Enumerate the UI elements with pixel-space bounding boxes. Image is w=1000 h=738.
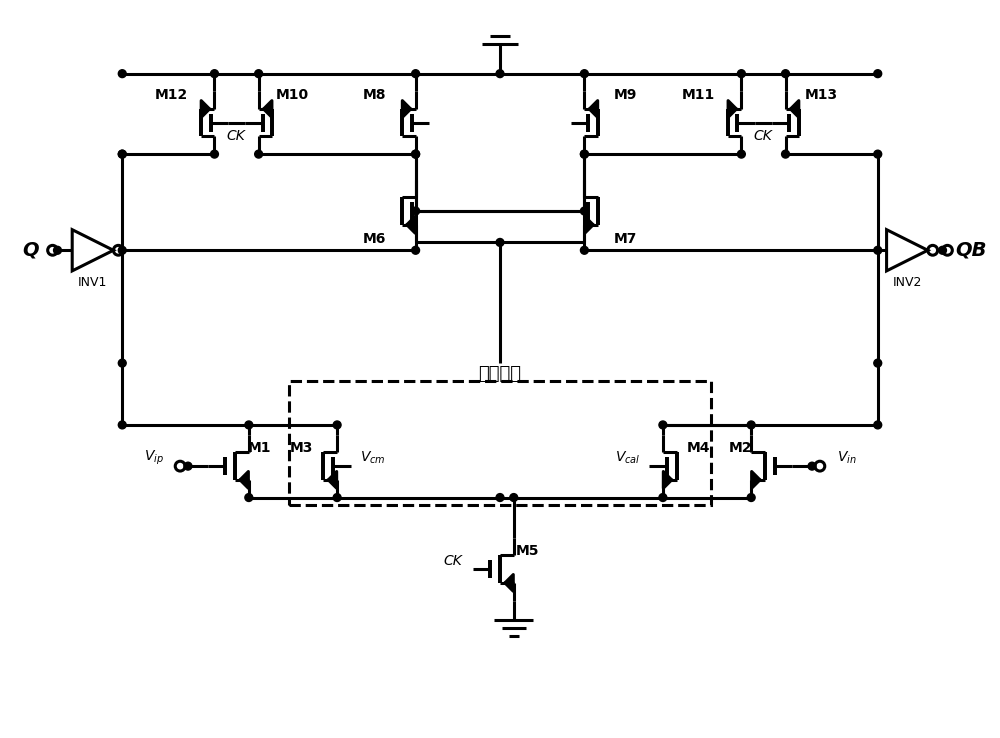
Circle shape [580,246,588,254]
Circle shape [412,207,420,215]
Circle shape [245,494,253,501]
Circle shape [580,151,588,158]
Text: INV1: INV1 [78,276,107,289]
Circle shape [118,69,126,77]
Text: CK: CK [227,129,245,143]
Circle shape [808,462,816,470]
Circle shape [737,69,745,77]
Text: CK: CK [443,554,462,568]
Text: M10: M10 [275,89,309,103]
Circle shape [412,69,420,77]
Circle shape [118,421,126,429]
Circle shape [737,151,745,158]
Circle shape [118,246,126,254]
Circle shape [874,69,882,77]
Circle shape [211,69,218,77]
Text: M8: M8 [363,89,386,103]
Circle shape [496,238,504,246]
Text: Q: Q [23,241,39,260]
Circle shape [412,151,420,158]
Circle shape [874,151,882,158]
Circle shape [782,69,789,77]
Circle shape [118,359,126,367]
Circle shape [245,421,253,429]
Circle shape [496,69,504,77]
Circle shape [54,246,61,254]
Circle shape [580,207,588,215]
Circle shape [580,69,588,77]
Circle shape [496,494,504,501]
Circle shape [747,421,755,429]
Text: M13: M13 [804,89,837,103]
Circle shape [874,359,882,367]
Text: M4: M4 [686,441,710,455]
Circle shape [255,151,263,158]
Circle shape [580,151,588,158]
Text: QB: QB [955,241,987,260]
Text: $V_{cal}$: $V_{cal}$ [615,450,640,466]
Circle shape [747,494,755,501]
Circle shape [333,494,341,501]
Text: M6: M6 [363,232,386,246]
Circle shape [211,151,218,158]
Circle shape [118,151,126,158]
Circle shape [184,462,192,470]
Text: M1: M1 [248,441,271,455]
Circle shape [782,151,789,158]
Text: M5: M5 [516,545,539,559]
Circle shape [333,421,341,429]
Text: $V_{in}$: $V_{in}$ [837,450,856,466]
Text: $V_{cm}$: $V_{cm}$ [360,450,385,466]
Text: INV2: INV2 [893,276,922,289]
Circle shape [255,69,263,77]
Text: CK: CK [754,129,772,143]
Text: M7: M7 [614,232,637,246]
Text: M3: M3 [290,441,313,455]
Text: M11: M11 [682,89,715,103]
Circle shape [874,246,882,254]
Circle shape [510,494,518,501]
Bar [289,381,711,506]
Circle shape [118,151,126,158]
Circle shape [659,494,667,501]
Circle shape [874,421,882,429]
Circle shape [939,246,946,254]
Circle shape [412,151,420,158]
Text: M9: M9 [614,89,637,103]
Text: M12: M12 [155,89,188,103]
Text: $V_{ip}$: $V_{ip}$ [144,449,164,467]
Text: 校准对管: 校准对管 [478,365,522,383]
Text: M2: M2 [729,441,752,455]
Circle shape [412,246,420,254]
Circle shape [659,421,667,429]
